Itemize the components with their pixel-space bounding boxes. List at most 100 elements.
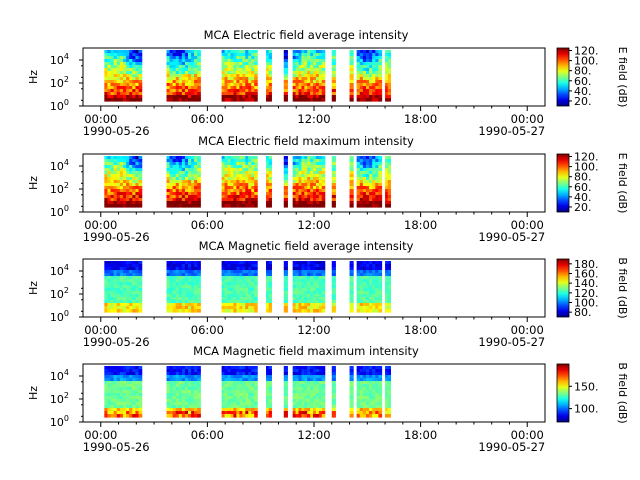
y-tick-label: 104 bbox=[50, 368, 69, 383]
spectrogram-panel-2: MCA Electric field maximum intensity 100 1… bbox=[27, 134, 629, 244]
x-date-label: 1990-05-27 bbox=[478, 230, 545, 244]
data-segment bbox=[356, 156, 383, 208]
data-segment bbox=[166, 261, 201, 313]
data-segment bbox=[349, 156, 354, 208]
x-tick-label: 18:00 bbox=[404, 428, 437, 442]
x-tick-label: 00:00 bbox=[511, 428, 544, 442]
x-date-label: 1990-05-27 bbox=[478, 124, 545, 138]
x-tick-label: 06:00 bbox=[191, 112, 224, 126]
x-tick-label: 06:00 bbox=[191, 323, 224, 337]
data-segment bbox=[283, 261, 288, 313]
data-segment bbox=[104, 156, 143, 208]
data-segment bbox=[266, 261, 272, 313]
colorbar-tick-label: 140. bbox=[574, 277, 599, 290]
data-segment bbox=[385, 261, 392, 313]
y-axis-label: Hz bbox=[27, 386, 40, 400]
x-date-label: 1990-05-27 bbox=[478, 440, 545, 454]
data-segment bbox=[166, 156, 201, 208]
y-tick-label: 100 bbox=[50, 414, 69, 429]
panel-title: MCA Magnetic field maximum intensity bbox=[193, 344, 419, 358]
x-tick-label: 18:00 bbox=[404, 112, 437, 126]
x-date-label: 1990-05-26 bbox=[83, 124, 150, 138]
colorbar-tick-label: 40. bbox=[574, 85, 592, 98]
data-segment bbox=[221, 366, 258, 418]
colorbar-tick-label: 120. bbox=[574, 287, 599, 300]
data-segment bbox=[266, 156, 272, 208]
y-tick-label: 104 bbox=[50, 263, 69, 278]
data-segment bbox=[356, 261, 383, 313]
colorbar-tick-label: 100. bbox=[574, 161, 599, 174]
panel-title: MCA Electric field maximum intensity bbox=[198, 134, 414, 148]
y-tick-label: 100 bbox=[50, 309, 69, 324]
y-axis-label: Hz bbox=[27, 176, 40, 190]
data-segment bbox=[385, 50, 392, 102]
data-segment bbox=[221, 261, 258, 313]
colorbar bbox=[556, 47, 570, 107]
colorbar-label: B field (dB) bbox=[616, 257, 629, 318]
colorbar-tick-label: 120. bbox=[574, 45, 599, 58]
colorbar-tick-label: 160. bbox=[574, 268, 599, 281]
colorbar-tick-label: 150. bbox=[574, 380, 599, 393]
x-tick-label: 06:00 bbox=[191, 428, 224, 442]
y-tick-label: 104 bbox=[50, 158, 69, 173]
colorbar-tick-label: 60. bbox=[574, 181, 592, 194]
colorbar bbox=[556, 258, 570, 318]
x-tick-label: 12:00 bbox=[297, 112, 330, 126]
y-axis-label: Hz bbox=[27, 281, 40, 295]
colorbar-tick-label: 80. bbox=[574, 171, 592, 184]
data-segment bbox=[292, 50, 326, 102]
colorbar-tick-label: 20. bbox=[574, 201, 592, 214]
colorbar-tick-label: 60. bbox=[574, 75, 592, 88]
data-segment bbox=[349, 261, 354, 313]
colorbar-tick-label: 100. bbox=[574, 55, 599, 68]
colorbar bbox=[556, 153, 570, 213]
x-tick-label: 06:00 bbox=[191, 218, 224, 232]
x-tick-label: 00:00 bbox=[84, 218, 117, 232]
data-segment bbox=[356, 366, 383, 418]
data-segment bbox=[292, 156, 326, 208]
x-date-label: 1990-05-26 bbox=[83, 440, 150, 454]
data-segment bbox=[104, 261, 143, 313]
colorbar-tick-label: 80. bbox=[574, 65, 592, 78]
colorbar-label: E field (dB) bbox=[616, 47, 629, 108]
spectrogram-panel-3: MCA Magnetic field average intensity 100 1… bbox=[27, 239, 629, 349]
x-tick-label: 12:00 bbox=[297, 323, 330, 337]
data-segment bbox=[331, 261, 336, 313]
data-segment bbox=[331, 50, 336, 102]
spectrogram-panel-1: MCA Electric field average intensity 100 1… bbox=[27, 28, 629, 138]
data-segment bbox=[283, 156, 288, 208]
colorbar bbox=[556, 363, 570, 423]
x-tick-label: 00:00 bbox=[84, 112, 117, 126]
data-segment bbox=[166, 50, 201, 102]
colorbar-tick-label: 80. bbox=[574, 306, 592, 319]
colorbar-tick-label: 100. bbox=[574, 297, 599, 310]
data-segment bbox=[221, 156, 258, 208]
data-segment bbox=[292, 261, 326, 313]
data-segment bbox=[221, 50, 258, 102]
y-tick-label: 102 bbox=[50, 75, 69, 90]
data-segment bbox=[385, 366, 392, 418]
colorbar-label: B field (dB) bbox=[616, 362, 629, 423]
data-segment bbox=[385, 156, 392, 208]
x-tick-label: 18:00 bbox=[404, 218, 437, 232]
x-tick-label: 12:00 bbox=[297, 428, 330, 442]
panel-title: MCA Magnetic field average intensity bbox=[199, 239, 414, 253]
y-tick-label: 102 bbox=[50, 181, 69, 196]
data-segment bbox=[331, 366, 336, 418]
spectrogram-panel-4: MCA Magnetic field maximum intensity 100 1… bbox=[27, 344, 629, 454]
data-segment bbox=[349, 366, 354, 418]
data-segment bbox=[166, 366, 201, 418]
data-segment bbox=[283, 50, 288, 102]
data-segment bbox=[331, 156, 336, 208]
x-tick-label: 00:00 bbox=[84, 323, 117, 337]
colorbar-tick-label: 180. bbox=[574, 258, 599, 271]
data-segment bbox=[356, 50, 383, 102]
x-tick-label: 00:00 bbox=[511, 218, 544, 232]
y-axis-label: Hz bbox=[27, 70, 40, 84]
data-segment bbox=[283, 366, 288, 418]
colorbar-tick-label: 120. bbox=[574, 151, 599, 164]
data-segment bbox=[292, 366, 326, 418]
y-tick-label: 102 bbox=[50, 286, 69, 301]
data-segment bbox=[104, 50, 143, 102]
